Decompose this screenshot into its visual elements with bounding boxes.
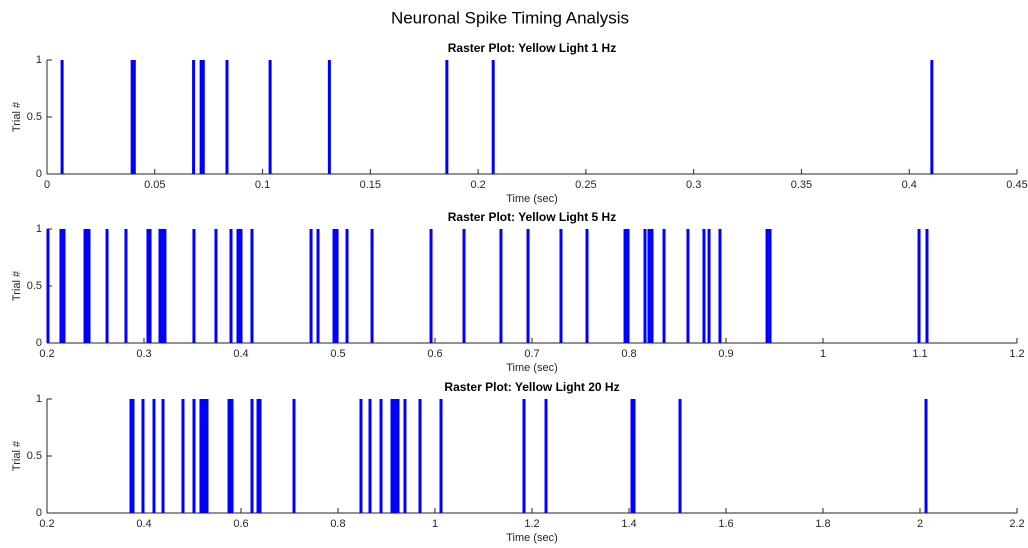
x-tick-label: 1 xyxy=(432,518,438,530)
x-axis-label: Time (sec) xyxy=(506,193,558,205)
x-tick-label: 0.2 xyxy=(39,348,54,360)
x-tick-label: 0.9 xyxy=(718,348,733,360)
x-tick-label: 1.2 xyxy=(524,518,539,530)
x-tick-label: 0.4 xyxy=(902,179,917,191)
x-axis-label: Time (sec) xyxy=(506,532,558,544)
x-tick-label: 0 xyxy=(44,179,50,191)
x-tick-label: 0.15 xyxy=(360,179,381,191)
x-tick-label: 0.8 xyxy=(621,348,636,360)
x-tick-label: 0.7 xyxy=(524,348,539,360)
x-tick-label: 0.6 xyxy=(427,348,442,360)
y-tick-label: 0 xyxy=(36,507,42,519)
y-tick-label: 0.5 xyxy=(27,450,42,462)
x-tick-label: 0.6 xyxy=(233,518,248,530)
y-tick-label: 0.5 xyxy=(27,280,42,292)
x-tick-label: 0.35 xyxy=(791,179,812,191)
plot-title: Raster Plot: Yellow Light 1 Hz xyxy=(448,41,616,55)
x-tick-label: 0.5 xyxy=(330,348,345,360)
x-tick-label: 1.4 xyxy=(621,518,636,530)
y-tick-label: 0 xyxy=(36,337,42,349)
x-tick-label: 0.3 xyxy=(686,179,701,191)
x-tick-label: 0.05 xyxy=(144,179,165,191)
x-tick-label: 0.45 xyxy=(1006,179,1027,191)
x-tick-label: 1.2 xyxy=(1009,348,1024,360)
y-tick-label: 0.5 xyxy=(27,111,42,123)
x-tick-label: 0.3 xyxy=(136,348,151,360)
x-tick-label: 0.25 xyxy=(575,179,596,191)
x-tick-label: 0.2 xyxy=(39,518,54,530)
y-tick-label: 1 xyxy=(36,223,42,235)
x-tick-label: 1 xyxy=(820,348,826,360)
y-tick-label: 0 xyxy=(36,168,42,180)
x-tick-label: 2 xyxy=(917,518,923,530)
figure-title: Neuronal Spike Timing Analysis xyxy=(391,8,629,27)
x-tick-label: 1.8 xyxy=(815,518,830,530)
plot-title: Raster Plot: Yellow Light 20 Hz xyxy=(444,380,619,394)
y-axis-label: Trial # xyxy=(11,101,23,132)
x-tick-label: 2.2 xyxy=(1009,518,1024,530)
x-tick-label: 0.4 xyxy=(233,348,248,360)
x-axis-label: Time (sec) xyxy=(506,362,558,374)
x-tick-label: 0.8 xyxy=(330,518,345,530)
y-tick-label: 1 xyxy=(36,54,42,66)
x-tick-label: 0.4 xyxy=(136,518,151,530)
plot-title: Raster Plot: Yellow Light 5 Hz xyxy=(448,210,616,224)
y-axis-label: Trial # xyxy=(11,270,23,301)
y-tick-label: 1 xyxy=(36,393,42,405)
x-tick-label: 0.1 xyxy=(255,179,270,191)
x-tick-label: 1.6 xyxy=(718,518,733,530)
x-tick-label: 0.2 xyxy=(470,179,485,191)
y-axis-label: Trial # xyxy=(11,440,23,471)
x-tick-label: 1.1 xyxy=(912,348,927,360)
